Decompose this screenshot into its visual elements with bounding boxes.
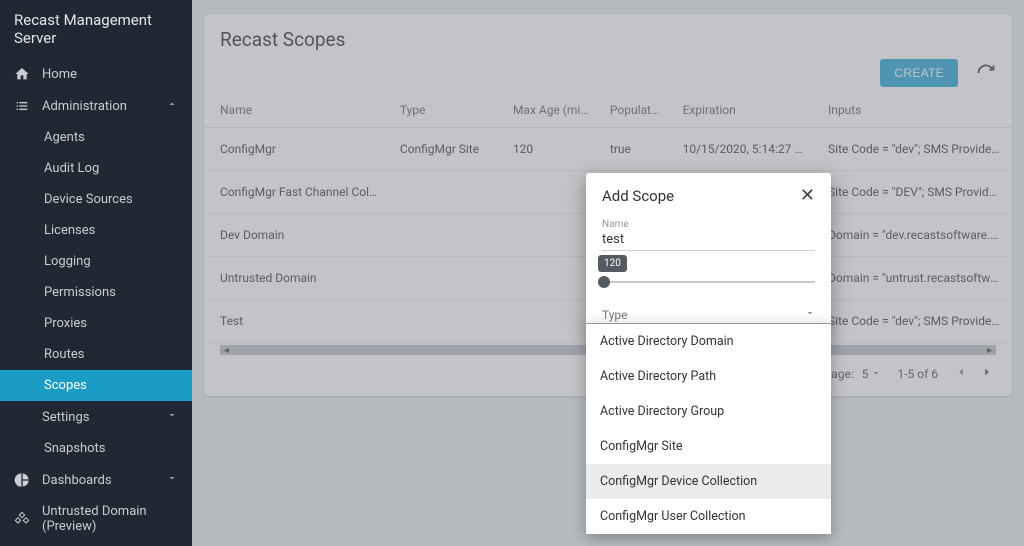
type-option[interactable]: ConfigMgr Site: [586, 429, 831, 464]
pie-chart-icon: [14, 472, 42, 488]
list-icon: [14, 98, 42, 114]
chevron-down-icon: [166, 409, 178, 425]
page-range: 1-5 of 6: [897, 367, 938, 381]
app-root: Recast Management Server Home Administra…: [0, 0, 1024, 546]
slider-value-badge: 120: [598, 255, 627, 272]
max-age-slider[interactable]: 120: [602, 265, 815, 291]
name-field[interactable]: Name test: [602, 219, 815, 251]
card-actions: CREATE: [204, 59, 1012, 93]
dropdown-icon: [871, 368, 881, 378]
nav-home-label: Home: [42, 67, 178, 82]
app-title: Recast Management Server: [0, 0, 192, 58]
dialog-title: Add Scope: [602, 187, 674, 205]
nav-permissions[interactable]: Permissions: [0, 277, 192, 308]
page-title: Recast Scopes: [220, 28, 996, 51]
nav-home[interactable]: Home: [0, 58, 192, 90]
create-button[interactable]: CREATE: [880, 59, 958, 87]
scroll-left-icon[interactable]: ◄: [222, 345, 231, 356]
dropdown-icon: [805, 307, 815, 322]
chevron-up-icon: [166, 98, 178, 114]
type-option[interactable]: Active Directory Domain: [586, 324, 831, 359]
next-page-button[interactable]: [980, 365, 994, 382]
name-input[interactable]: test: [602, 230, 815, 251]
nav-scopes[interactable]: Scopes: [0, 370, 192, 401]
col-populated[interactable]: Populated: [600, 93, 673, 128]
table-header-row: Name Type Max Age (minutes) Populated Ex…: [204, 93, 1012, 128]
name-label: Name: [602, 219, 815, 230]
nav-admin-sub: Agents Audit Log Device Sources Licenses…: [0, 122, 192, 401]
scroll-right-icon[interactable]: ►: [985, 345, 994, 356]
nav-logging[interactable]: Logging: [0, 246, 192, 277]
nav-lower: Settings: [0, 401, 192, 433]
type-dropdown-menu: Active Directory Domain Active Directory…: [586, 323, 831, 534]
table-row[interactable]: ConfigMgr ConfigMgr Site 120 true 10/15/…: [204, 128, 1012, 171]
nav-device-sources[interactable]: Device Sources: [0, 184, 192, 215]
nav-settings[interactable]: Settings: [0, 401, 192, 433]
pager-nav: [954, 365, 994, 382]
nav-audit-log[interactable]: Audit Log: [0, 153, 192, 184]
col-expiration[interactable]: Expiration: [673, 93, 818, 128]
slider-thumb[interactable]: [598, 276, 610, 288]
nav-dashboards[interactable]: Dashboards: [0, 464, 192, 496]
chevron-down-icon: [166, 472, 178, 488]
close-icon[interactable]: ✕: [800, 187, 815, 205]
add-scope-dialog: Add Scope ✕ Name test 120 Type: [586, 173, 831, 331]
slider-track: [602, 281, 815, 283]
col-inputs[interactable]: Inputs: [818, 93, 1012, 128]
page-size-select[interactable]: 5: [862, 367, 882, 381]
type-option[interactable]: ConfigMgr Device Collection: [586, 464, 831, 499]
nav-administration[interactable]: Administration: [0, 90, 192, 122]
main: Recast Scopes CREATE Name Type Max Age (…: [192, 0, 1024, 546]
col-max-age[interactable]: Max Age (minutes): [503, 93, 600, 128]
col-name[interactable]: Name: [204, 93, 390, 128]
nav-administration-label: Administration: [42, 99, 166, 114]
nav-untrusted-domain-preview[interactable]: Untrusted Domain (Preview): [0, 496, 192, 542]
nav-bottom: Dashboards Untrusted Domain (Preview) Co…: [0, 464, 192, 546]
nav-configmgr-preview[interactable]: ConfigMgr (Preview): [0, 542, 192, 546]
nav-snapshots[interactable]: Snapshots: [0, 433, 192, 464]
home-icon: [14, 66, 42, 82]
type-label: Type: [602, 308, 628, 322]
sidebar: Recast Management Server Home Administra…: [0, 0, 192, 546]
refresh-icon[interactable]: [976, 63, 996, 83]
prev-page-button[interactable]: [954, 365, 968, 382]
nav-routes[interactable]: Routes: [0, 339, 192, 370]
type-option[interactable]: ConfigMgr User Collection: [586, 499, 831, 534]
type-option[interactable]: Active Directory Group: [586, 394, 831, 429]
col-type[interactable]: Type: [390, 93, 503, 128]
nav-proxies[interactable]: Proxies: [0, 308, 192, 339]
nav: Home Administration: [0, 58, 192, 122]
dialog-header: Add Scope ✕: [602, 187, 815, 205]
nav-settings-sub: Snapshots: [0, 433, 192, 464]
nav-licenses[interactable]: Licenses: [0, 215, 192, 246]
domain-icon: [14, 511, 42, 527]
type-option[interactable]: Active Directory Path: [586, 359, 831, 394]
nav-agents[interactable]: Agents: [0, 122, 192, 153]
